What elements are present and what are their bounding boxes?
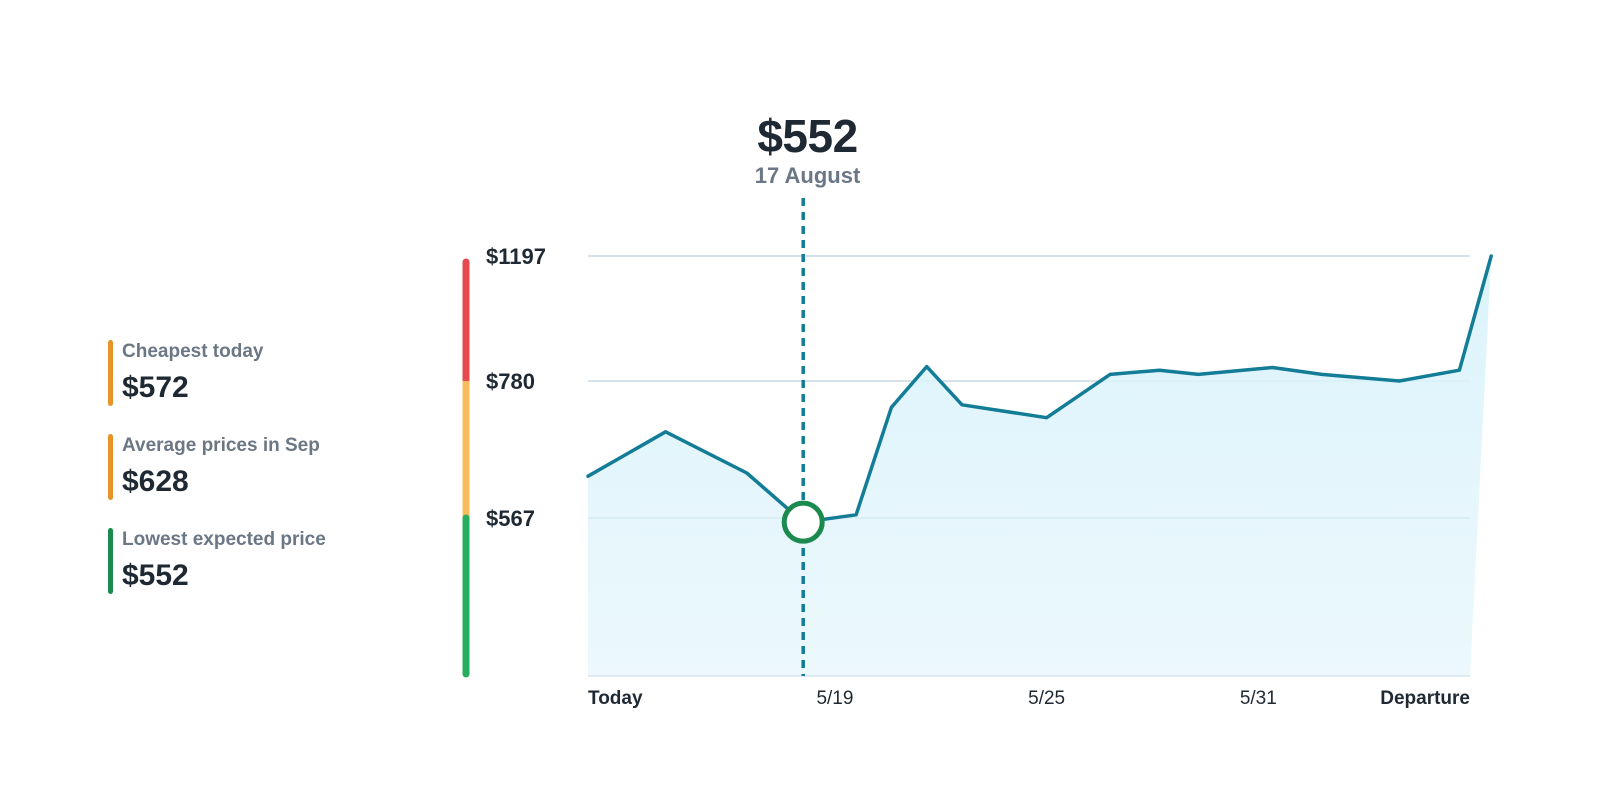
stat-label: Lowest expected price [122,529,326,550]
stat-lowest-expected: Lowest expected price $552 [108,528,408,594]
price-stats-panel: Cheapest today $572 Average prices in Se… [108,340,408,622]
stat-label: Average prices in Sep [122,435,320,456]
stat-color-bar [108,434,113,500]
x-tick-label: Today [588,688,643,709]
stat-label: Cheapest today [122,341,264,362]
tooltip-price: $552 [757,110,858,162]
stat-color-bar [108,340,113,406]
highlight-point [781,500,825,544]
stat-value: $628 [122,465,189,498]
x-tick-label: Departure [1380,688,1470,709]
price-tooltip: $552 17 August [700,110,915,190]
stat-cheapest-today: Cheapest today $572 [108,340,408,406]
stat-value: $572 [122,371,189,404]
price-line [586,254,1493,524]
stat-color-bar [108,528,113,594]
stat-average-prices: Average prices in Sep $628 [108,434,408,500]
x-tick-label: 5/31 [1240,688,1277,709]
stat-value: $552 [122,559,189,592]
y-tick-label: $1197 [486,244,546,269]
area-fill [588,256,1492,676]
tooltip-date: 17 August [754,163,861,188]
x-tick-label: 5/19 [816,688,853,709]
y-tick-label: $567 [486,506,535,531]
x-tick-label: 5/25 [1028,688,1065,709]
y-tick-label: $780 [486,369,535,394]
